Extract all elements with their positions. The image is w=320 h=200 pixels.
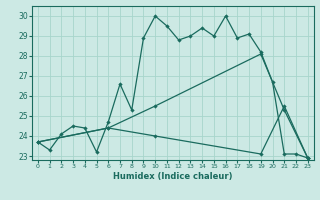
X-axis label: Humidex (Indice chaleur): Humidex (Indice chaleur) xyxy=(113,172,233,181)
